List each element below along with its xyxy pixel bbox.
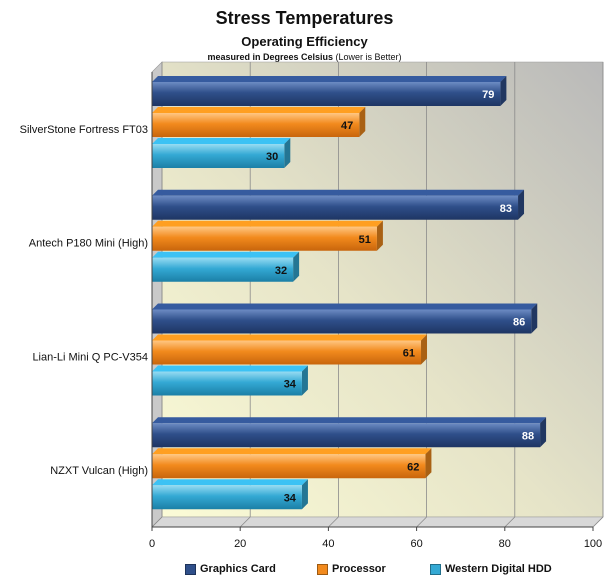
- category-label-nzxt-vulcan-high: NZXT Vulcan (High): [50, 465, 148, 477]
- category-label-silverstone-fortress-ft03: SilverStone Fortress FT03: [20, 124, 148, 136]
- bar-side-processor-nzxt-vulcan-high: [425, 448, 432, 479]
- bar-top-graphics-card-lian-li-mini-q-pc-v354: [152, 303, 538, 310]
- value-label-processor-antech-p180-mini-high: 51: [359, 234, 371, 246]
- x-tick-label-0: 0: [149, 538, 155, 550]
- bar-top-western-digital-hdd-nzxt-vulcan-high: [152, 479, 308, 486]
- value-label-western-digital-hdd-silverstone-fortress-ft03: 30: [266, 151, 278, 163]
- legend-swatch-graphics-card: [185, 563, 196, 575]
- bar-side-processor-antech-p180-mini-high: [376, 220, 383, 251]
- legend-swatch-processor: [317, 563, 328, 575]
- bar-side-graphics-card-silverstone-fortress-ft03: [500, 76, 507, 106]
- bar-graphics-card-nzxt-vulcan-high: [152, 423, 541, 448]
- bar-graphics-card-antech-p180-mini-high: [152, 195, 519, 220]
- bar-top-graphics-card-silverstone-fortress-ft03: [152, 76, 507, 82]
- bar-top-processor-antech-p180-mini-high: [152, 220, 383, 227]
- bar-top-processor-nzxt-vulcan-high: [152, 448, 432, 455]
- value-label-processor-nzxt-vulcan-high: 62: [407, 461, 419, 473]
- bar-chart: 79 47 30 83 51 32 86 61 34 88 62 34 0 20 40 60 80 100 Sil…: [20, 61, 604, 550]
- chart-note: measured in Degrees Celsius (Lower is Be…: [0, 52, 609, 62]
- legend-label-western-digital-hdd: Western Digital HDD: [445, 563, 552, 575]
- x-tick-label-80: 80: [499, 538, 511, 550]
- value-label-western-digital-hdd-lian-li-mini-q-pc-v354: 34: [284, 379, 297, 391]
- bar-side-western-digital-hdd-silverstone-fortress-ft03: [284, 138, 291, 168]
- legend-item-western-digital-hdd: Western Digital HDD: [430, 563, 552, 575]
- bar-graphics-card-lian-li-mini-q-pc-v354: [152, 309, 532, 334]
- axes: 0 20 40 60 80 100 SilverStone Fortress FT03 Ant…: [20, 72, 602, 550]
- legend-label-processor: Processor: [332, 563, 386, 575]
- value-label-processor-lian-li-mini-q-pc-v354: 61: [403, 348, 415, 360]
- chart-note-bold: measured in Degrees Celsius: [207, 52, 334, 62]
- value-label-western-digital-hdd-nzxt-vulcan-high: 34: [284, 492, 297, 504]
- bar-side-western-digital-hdd-antech-p180-mini-high: [293, 251, 300, 282]
- bar-side-graphics-card-antech-p180-mini-high: [518, 189, 525, 220]
- bar-processor-silverstone-fortress-ft03: [152, 113, 360, 137]
- x-tick-label-40: 40: [322, 538, 334, 550]
- bar-top-graphics-card-nzxt-vulcan-high: [152, 417, 547, 424]
- legend-label-graphics-card: Graphics Card: [200, 563, 276, 575]
- value-label-western-digital-hdd-antech-p180-mini-high: 32: [275, 265, 287, 277]
- legend-item-processor: Processor: [317, 563, 386, 575]
- value-label-graphics-card-lian-li-mini-q-pc-v354: 86: [513, 317, 525, 329]
- bar-graphics-card-silverstone-fortress-ft03: [152, 82, 501, 106]
- bar-western-digital-hdd-silverstone-fortress-ft03: [152, 144, 285, 168]
- value-label-graphics-card-silverstone-fortress-ft03: 79: [482, 89, 494, 101]
- bar-top-western-digital-hdd-silverstone-fortress-ft03: [152, 138, 291, 144]
- bars: 79 47 30 83 51 32 86 61 34 88 62 34: [152, 76, 547, 510]
- bar-western-digital-hdd-lian-li-mini-q-pc-v354: [152, 371, 302, 396]
- legend-swatch-western-digital-hdd: [430, 563, 441, 575]
- bar-top-processor-silverstone-fortress-ft03: [152, 107, 366, 113]
- bar-western-digital-hdd-nzxt-vulcan-high: [152, 485, 302, 510]
- bar-side-processor-silverstone-fortress-ft03: [359, 107, 366, 137]
- chart-note-regular: (Lower is Better): [333, 52, 402, 62]
- gridline-floor-0: [151, 516, 163, 528]
- bar-side-graphics-card-nzxt-vulcan-high: [540, 417, 547, 448]
- gridline-floor-20: [239, 516, 251, 528]
- chart-subtitle: Operating Efficiency: [241, 34, 368, 49]
- x-tick-label-20: 20: [234, 538, 246, 550]
- chart-title: Stress Temperatures: [215, 8, 394, 28]
- bar-top-western-digital-hdd-antech-p180-mini-high: [152, 251, 300, 258]
- bar-side-western-digital-hdd-lian-li-mini-q-pc-v354: [301, 365, 308, 396]
- bar-processor-antech-p180-mini-high: [152, 226, 377, 251]
- plot-floor: [151, 516, 604, 528]
- x-tick-label-100: 100: [584, 538, 602, 550]
- x-tick-label-60: 60: [410, 538, 422, 550]
- bar-processor-nzxt-vulcan-high: [152, 454, 426, 479]
- category-label-lian-li-mini-q-pc-v354: Lian-Li Mini Q PC-V354: [32, 351, 148, 363]
- gridline-floor-100: [592, 516, 604, 528]
- bar-western-digital-hdd-antech-p180-mini-high: [152, 257, 294, 282]
- gridline-floor-60: [416, 516, 427, 528]
- bar-top-graphics-card-antech-p180-mini-high: [152, 189, 525, 196]
- gridline-floor-40: [328, 516, 339, 528]
- bar-top-processor-lian-li-mini-q-pc-v354: [152, 334, 428, 341]
- bar-side-western-digital-hdd-nzxt-vulcan-high: [301, 479, 308, 510]
- value-label-graphics-card-nzxt-vulcan-high: 88: [522, 430, 534, 442]
- value-label-processor-silverstone-fortress-ft03: 47: [341, 120, 353, 132]
- legend: Graphics Card Processor Western Digital HD…: [0, 563, 609, 579]
- bar-processor-lian-li-mini-q-pc-v354: [152, 340, 422, 365]
- bar-top-western-digital-hdd-lian-li-mini-q-pc-v354: [152, 365, 308, 372]
- legend-item-graphics-card: Graphics Card: [185, 563, 276, 575]
- category-label-antech-p180-mini-high: Antech P180 Mini (High): [29, 238, 148, 250]
- bar-side-processor-lian-li-mini-q-pc-v354: [421, 334, 428, 365]
- bar-side-graphics-card-lian-li-mini-q-pc-v354: [531, 303, 538, 334]
- gridline-floor-80: [504, 516, 516, 528]
- value-label-graphics-card-antech-p180-mini-high: 83: [500, 203, 512, 215]
